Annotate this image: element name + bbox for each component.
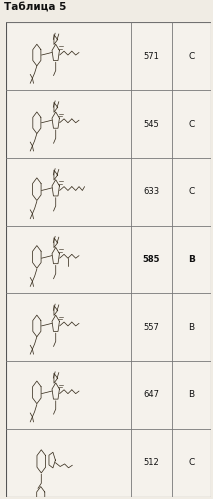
Bar <box>6 429 211 497</box>
Bar <box>6 226 211 293</box>
Text: B: B <box>188 390 194 399</box>
Text: C: C <box>188 120 194 129</box>
Text: B: B <box>188 323 194 332</box>
Text: B: B <box>188 255 195 264</box>
Text: 557: 557 <box>144 323 160 332</box>
Text: C: C <box>188 52 194 61</box>
Text: 571: 571 <box>144 52 160 61</box>
Bar <box>6 158 211 226</box>
Bar <box>6 90 211 158</box>
Text: 545: 545 <box>144 120 160 129</box>
Bar <box>6 361 211 429</box>
Bar <box>6 293 211 361</box>
Text: 512: 512 <box>144 458 160 467</box>
Bar <box>6 22 211 90</box>
Text: Таблица 5: Таблица 5 <box>4 1 67 11</box>
Text: 585: 585 <box>143 255 160 264</box>
Text: 647: 647 <box>144 390 160 399</box>
Text: C: C <box>188 187 194 196</box>
Text: C: C <box>188 458 194 467</box>
Text: 633: 633 <box>144 187 160 196</box>
